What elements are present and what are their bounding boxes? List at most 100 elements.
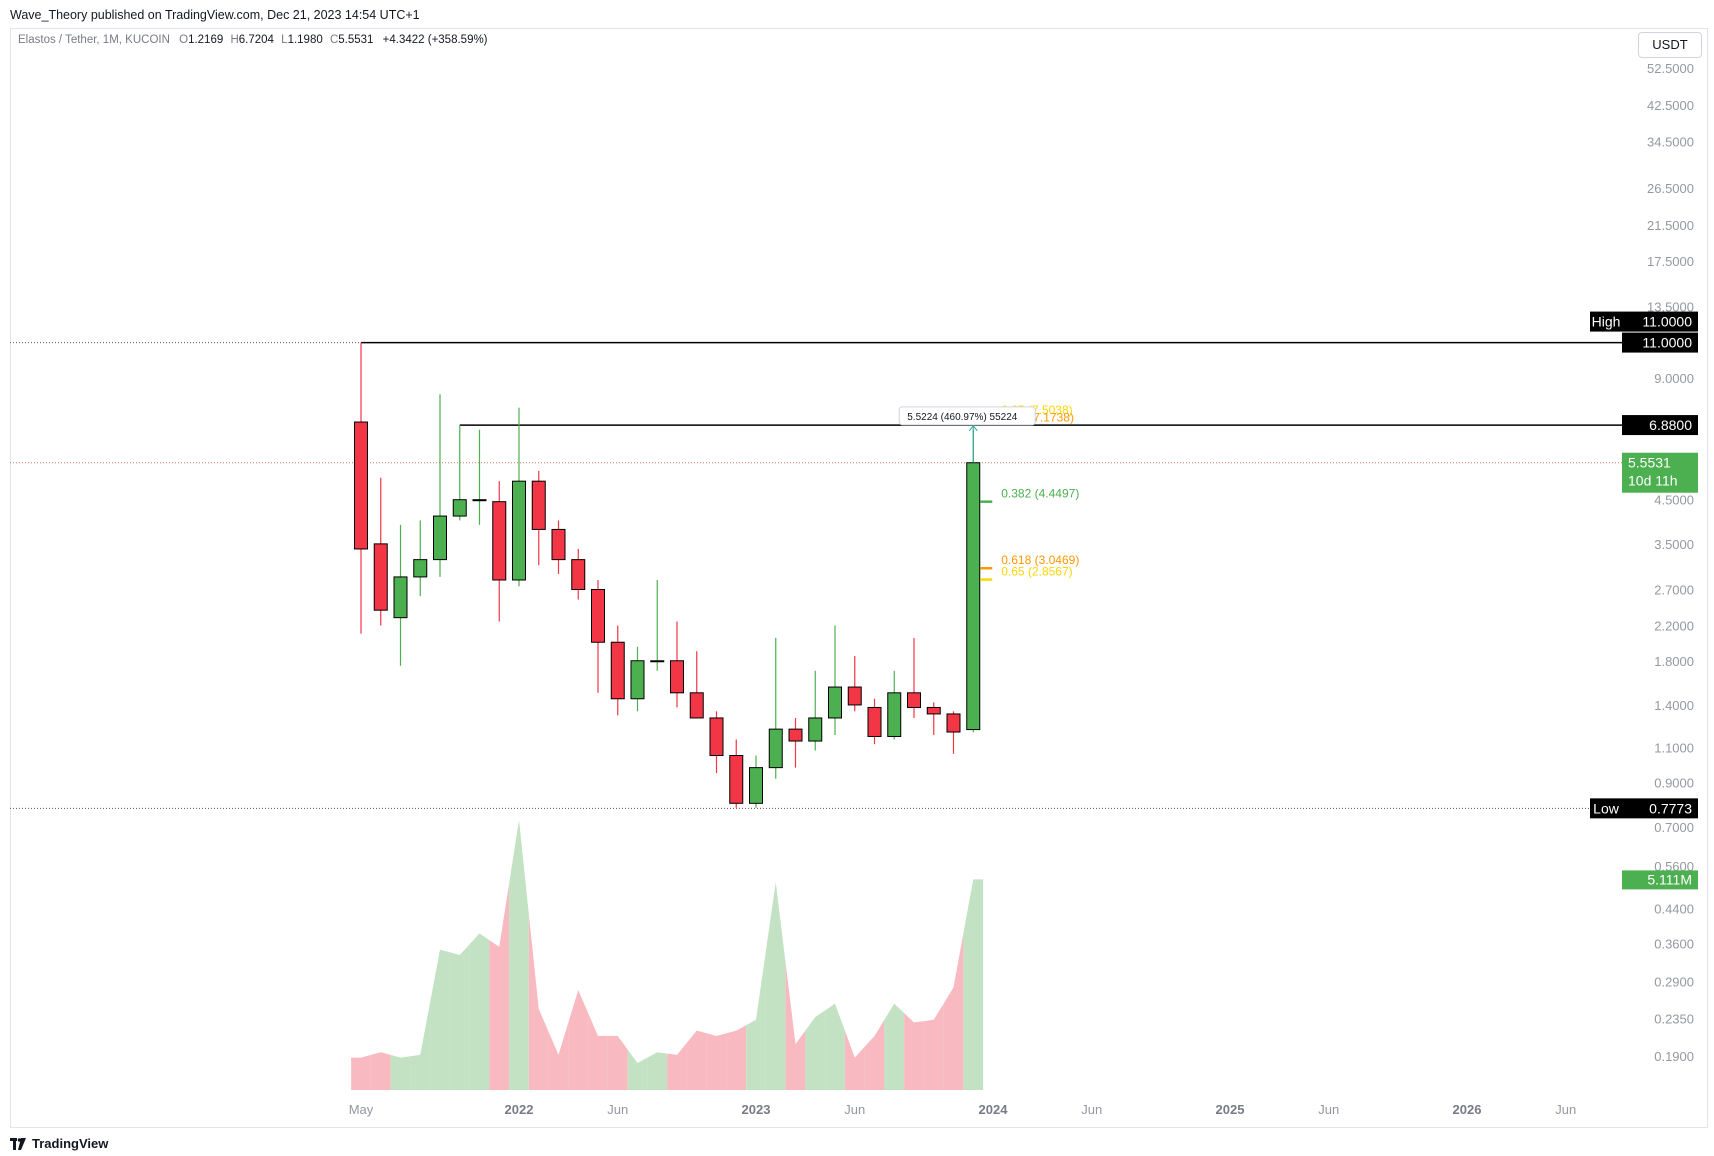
candle-body bbox=[966, 462, 981, 731]
candle-body bbox=[670, 660, 684, 694]
change-value: +4.3422 (+358.59%) bbox=[382, 34, 488, 46]
current-price-badge-bg bbox=[1622, 452, 1698, 493]
price-tick-label: 13.5000 bbox=[1647, 300, 1694, 315]
price-tick-label: 4.5000 bbox=[1654, 493, 1694, 508]
candle-body bbox=[650, 660, 665, 663]
candle-body bbox=[788, 728, 803, 742]
candle-body bbox=[433, 515, 447, 561]
candle-body bbox=[828, 686, 842, 719]
time-tick-label: 2026 bbox=[1453, 1102, 1482, 1117]
time-tick-label: Jun bbox=[607, 1102, 628, 1117]
measure-arrow-icon bbox=[968, 425, 978, 432]
candle-body bbox=[768, 728, 783, 769]
countdown-badge: 10d 11h bbox=[1628, 473, 1678, 489]
price-tick-label: 42.5000 bbox=[1647, 98, 1694, 113]
volume-segment bbox=[627, 1049, 648, 1090]
time-tick-label: 2025 bbox=[1216, 1102, 1245, 1117]
time-tick-label: Jun bbox=[1318, 1102, 1339, 1117]
high-axis-badge-bg bbox=[1622, 311, 1698, 332]
volume-segment bbox=[647, 1052, 668, 1090]
volume-segment bbox=[825, 1003, 845, 1090]
volume-segment bbox=[390, 1054, 411, 1090]
candle-body bbox=[571, 559, 586, 590]
level-lines bbox=[10, 341, 1625, 809]
price-tick-label: 0.9000 bbox=[1654, 776, 1694, 791]
volume-segment bbox=[667, 1042, 687, 1090]
volume-segment bbox=[489, 883, 510, 1090]
time-tick-label: 2024 bbox=[979, 1102, 1009, 1117]
chart-frame[interactable] bbox=[10, 28, 1708, 1128]
current-price-badge: 5.5531 bbox=[1628, 455, 1671, 471]
low-tag-bg bbox=[1590, 798, 1622, 819]
volume-segment bbox=[607, 1036, 628, 1090]
volume-segment bbox=[686, 1030, 707, 1090]
fib-level-label: 0.618 (3.0469) bbox=[1001, 553, 1079, 567]
high-axis-badge: 11.0000 bbox=[1642, 314, 1692, 330]
volume-segment bbox=[449, 944, 470, 1090]
price-tick-label: 3.5000 bbox=[1654, 537, 1694, 552]
candle-body bbox=[729, 755, 744, 804]
price-tick-label: 17.5000 bbox=[1647, 254, 1694, 269]
time-tick-label: May bbox=[349, 1102, 374, 1117]
price-tick-label: 2.2000 bbox=[1654, 618, 1694, 633]
low-label: L bbox=[281, 34, 288, 46]
candle-body bbox=[847, 686, 862, 706]
candle-body bbox=[551, 528, 566, 561]
candle-body bbox=[492, 501, 507, 581]
price-axis: 52.5000 42.5000 34.5000 26.5000 21.5000 17.50… bbox=[1647, 61, 1694, 1064]
volume-segment bbox=[370, 1052, 391, 1090]
high-value-badge-bg bbox=[1622, 332, 1698, 353]
volume-segment bbox=[963, 879, 984, 1090]
candle-body bbox=[887, 692, 902, 737]
volume-area bbox=[351, 820, 984, 1090]
low-value-badge-bg bbox=[1622, 798, 1698, 819]
price-tick-label: 21.5000 bbox=[1647, 218, 1694, 233]
tradingview-brand: TradingView bbox=[32, 1136, 109, 1151]
measure-tooltip-box bbox=[898, 406, 1036, 426]
volume-segment bbox=[746, 950, 766, 1090]
volume-segment bbox=[864, 1019, 885, 1090]
price-tick-label: 0.1900 bbox=[1654, 1049, 1694, 1064]
volume-segment bbox=[528, 914, 549, 1090]
price-tick-label: 1.4000 bbox=[1654, 698, 1694, 713]
resistance-badge-bg bbox=[1622, 415, 1698, 436]
candle-body bbox=[946, 713, 961, 733]
high-value-badge: 11.0000 bbox=[1642, 335, 1692, 351]
time-axis: May 2022 Jun 2023 Jun 2024 Jun 2025 Jun 2026 Jun bbox=[349, 1102, 1577, 1117]
measure-tooltip: 5.5224 (460.97%) 55224 bbox=[907, 412, 1018, 423]
price-tick-label: 9.0000 bbox=[1654, 371, 1694, 386]
candle-body bbox=[709, 717, 724, 757]
currency-button[interactable]: USDT bbox=[1638, 32, 1702, 58]
close-value: 5.5531 bbox=[338, 34, 374, 46]
time-tick-label: Jun bbox=[1081, 1102, 1102, 1117]
price-tick-label: 0.3600 bbox=[1654, 937, 1694, 952]
fib-level-label: 0.65 (2.8567) bbox=[1001, 565, 1072, 579]
close-label: C bbox=[329, 34, 339, 46]
high-label: H bbox=[230, 34, 239, 46]
candle-body bbox=[452, 499, 467, 517]
volume-segment bbox=[706, 1033, 727, 1090]
volume-segment bbox=[923, 1003, 944, 1090]
fib-levels: 0.382 (4.4497) 0.618 (3.0469)0.65 (2.8567… bbox=[898, 403, 1079, 581]
volume-segment bbox=[884, 1003, 905, 1090]
symbol-name: Elastos / Tether, 1M, KUCOIN bbox=[18, 34, 170, 46]
candle-body bbox=[373, 543, 388, 611]
tradingview-footer: TradingView bbox=[10, 1136, 108, 1151]
price-tick-label: 0.5600 bbox=[1654, 859, 1694, 874]
volume-badge: 5.111M bbox=[1647, 871, 1692, 887]
candle-body bbox=[867, 706, 882, 737]
volume-badge-bg bbox=[1622, 870, 1698, 890]
volume-segment bbox=[785, 963, 806, 1090]
volume-segment bbox=[844, 1030, 865, 1090]
fib-upper-label: 7.1738) bbox=[1033, 411, 1074, 425]
price-tick-label: 0.2350 bbox=[1654, 1012, 1694, 1027]
volume-segment bbox=[943, 933, 964, 1090]
low-tag: Low bbox=[1593, 800, 1620, 816]
tradingview-logo-icon bbox=[10, 1137, 26, 1150]
axis-badges: 11.0000 11.0000 High 6.8800 5.5531 10d 11h 0.7… bbox=[1590, 311, 1698, 890]
high-value: 6.7204 bbox=[238, 34, 274, 46]
candle-body bbox=[531, 480, 546, 530]
price-tick-label: 0.4400 bbox=[1654, 901, 1694, 916]
volume-segment bbox=[509, 820, 529, 1090]
